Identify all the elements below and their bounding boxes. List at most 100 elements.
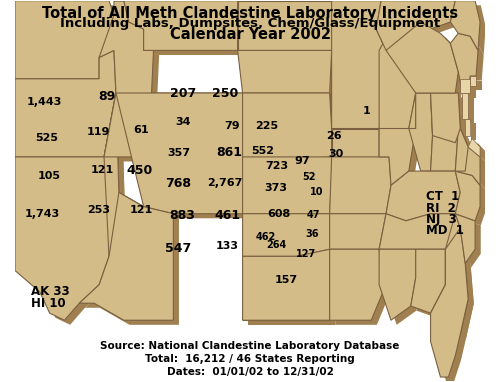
Polygon shape: [85, 197, 179, 325]
Text: 357: 357: [167, 148, 190, 158]
Text: 462: 462: [256, 232, 276, 243]
Polygon shape: [242, 93, 332, 161]
Polygon shape: [338, 133, 385, 162]
Polygon shape: [248, 254, 336, 325]
Polygon shape: [242, 249, 330, 320]
Text: 121: 121: [90, 165, 114, 175]
Text: Source: National Clandestine Laboratory Database: Source: National Clandestine Laboratory …: [100, 341, 400, 351]
Text: CT  1: CT 1: [426, 190, 460, 203]
Text: RI  2: RI 2: [426, 202, 456, 215]
Text: 2,767: 2,767: [207, 178, 242, 188]
Text: 253: 253: [87, 205, 110, 215]
Polygon shape: [336, 162, 396, 218]
Text: 157: 157: [275, 275, 298, 285]
Polygon shape: [461, 218, 480, 268]
Text: 264: 264: [266, 240, 286, 250]
Polygon shape: [242, 93, 330, 214]
Text: 79: 79: [224, 121, 240, 131]
Polygon shape: [461, 133, 485, 190]
Text: 105: 105: [38, 171, 60, 181]
Polygon shape: [461, 176, 485, 225]
Polygon shape: [461, 133, 474, 176]
Text: MD  1: MD 1: [426, 225, 464, 238]
Polygon shape: [242, 214, 330, 320]
Polygon shape: [332, 128, 379, 157]
Text: 1,443: 1,443: [26, 97, 62, 107]
Polygon shape: [80, 193, 174, 320]
Polygon shape: [248, 97, 336, 218]
Text: 861: 861: [216, 146, 242, 159]
Polygon shape: [332, 1, 386, 128]
Polygon shape: [468, 138, 480, 157]
Polygon shape: [450, 1, 480, 50]
Polygon shape: [242, 214, 330, 256]
Text: 525: 525: [36, 133, 59, 143]
Polygon shape: [382, 5, 461, 55]
Text: Including Labs, Dumpsites, Chem/Glass/Equipment: Including Labs, Dumpsites, Chem/Glass/Eq…: [60, 17, 440, 30]
Polygon shape: [466, 83, 476, 97]
Text: 97: 97: [294, 156, 310, 166]
Polygon shape: [114, 1, 238, 50]
Polygon shape: [436, 97, 466, 147]
Polygon shape: [392, 176, 466, 225]
Polygon shape: [462, 93, 468, 118]
Polygon shape: [99, 1, 154, 157]
Polygon shape: [436, 233, 474, 382]
Polygon shape: [476, 81, 482, 91]
Polygon shape: [379, 214, 460, 249]
Polygon shape: [411, 249, 446, 313]
Polygon shape: [116, 93, 242, 214]
Text: 250: 250: [212, 87, 238, 100]
Polygon shape: [379, 29, 420, 157]
Text: 225: 225: [255, 121, 278, 131]
Text: 207: 207: [170, 87, 196, 100]
Text: 89: 89: [98, 90, 116, 103]
Polygon shape: [379, 93, 416, 185]
Polygon shape: [248, 97, 338, 166]
Text: 768: 768: [166, 177, 192, 190]
Polygon shape: [436, 97, 466, 176]
Polygon shape: [15, 1, 114, 79]
Text: 450: 450: [126, 163, 152, 176]
Polygon shape: [379, 249, 416, 320]
Polygon shape: [471, 123, 476, 140]
Polygon shape: [244, 55, 338, 97]
Polygon shape: [474, 143, 486, 162]
Polygon shape: [248, 162, 338, 218]
Polygon shape: [456, 128, 468, 171]
Polygon shape: [238, 1, 332, 50]
Polygon shape: [15, 50, 116, 157]
Polygon shape: [336, 254, 392, 325]
Text: 10: 10: [310, 187, 323, 197]
Text: 373: 373: [264, 183, 287, 193]
Polygon shape: [409, 93, 432, 171]
Text: 52: 52: [302, 172, 316, 181]
Text: 61: 61: [133, 125, 149, 135]
Polygon shape: [430, 228, 468, 377]
Text: 552: 552: [252, 146, 274, 156]
Polygon shape: [248, 218, 336, 325]
Polygon shape: [120, 5, 244, 55]
Text: 1: 1: [362, 106, 370, 116]
Polygon shape: [122, 97, 248, 218]
Polygon shape: [338, 5, 392, 133]
Polygon shape: [238, 50, 332, 93]
Polygon shape: [148, 93, 242, 157]
Polygon shape: [376, 1, 456, 50]
Polygon shape: [456, 171, 480, 221]
Polygon shape: [465, 118, 470, 136]
Polygon shape: [20, 5, 119, 83]
Polygon shape: [450, 33, 478, 93]
Polygon shape: [20, 55, 121, 162]
Text: Dates:  01/01/02 to 12/31/02: Dates: 01/01/02 to 12/31/02: [166, 367, 334, 377]
Text: 121: 121: [130, 205, 152, 215]
Polygon shape: [416, 254, 451, 318]
Polygon shape: [336, 218, 392, 254]
Polygon shape: [436, 218, 474, 346]
Text: Total of All Meth Clandestine Laboratory Incidents: Total of All Meth Clandestine Laboratory…: [42, 6, 458, 21]
Polygon shape: [385, 254, 422, 325]
Polygon shape: [330, 157, 391, 214]
Polygon shape: [386, 22, 458, 93]
Text: 47: 47: [306, 210, 320, 220]
Text: 36: 36: [306, 229, 319, 239]
